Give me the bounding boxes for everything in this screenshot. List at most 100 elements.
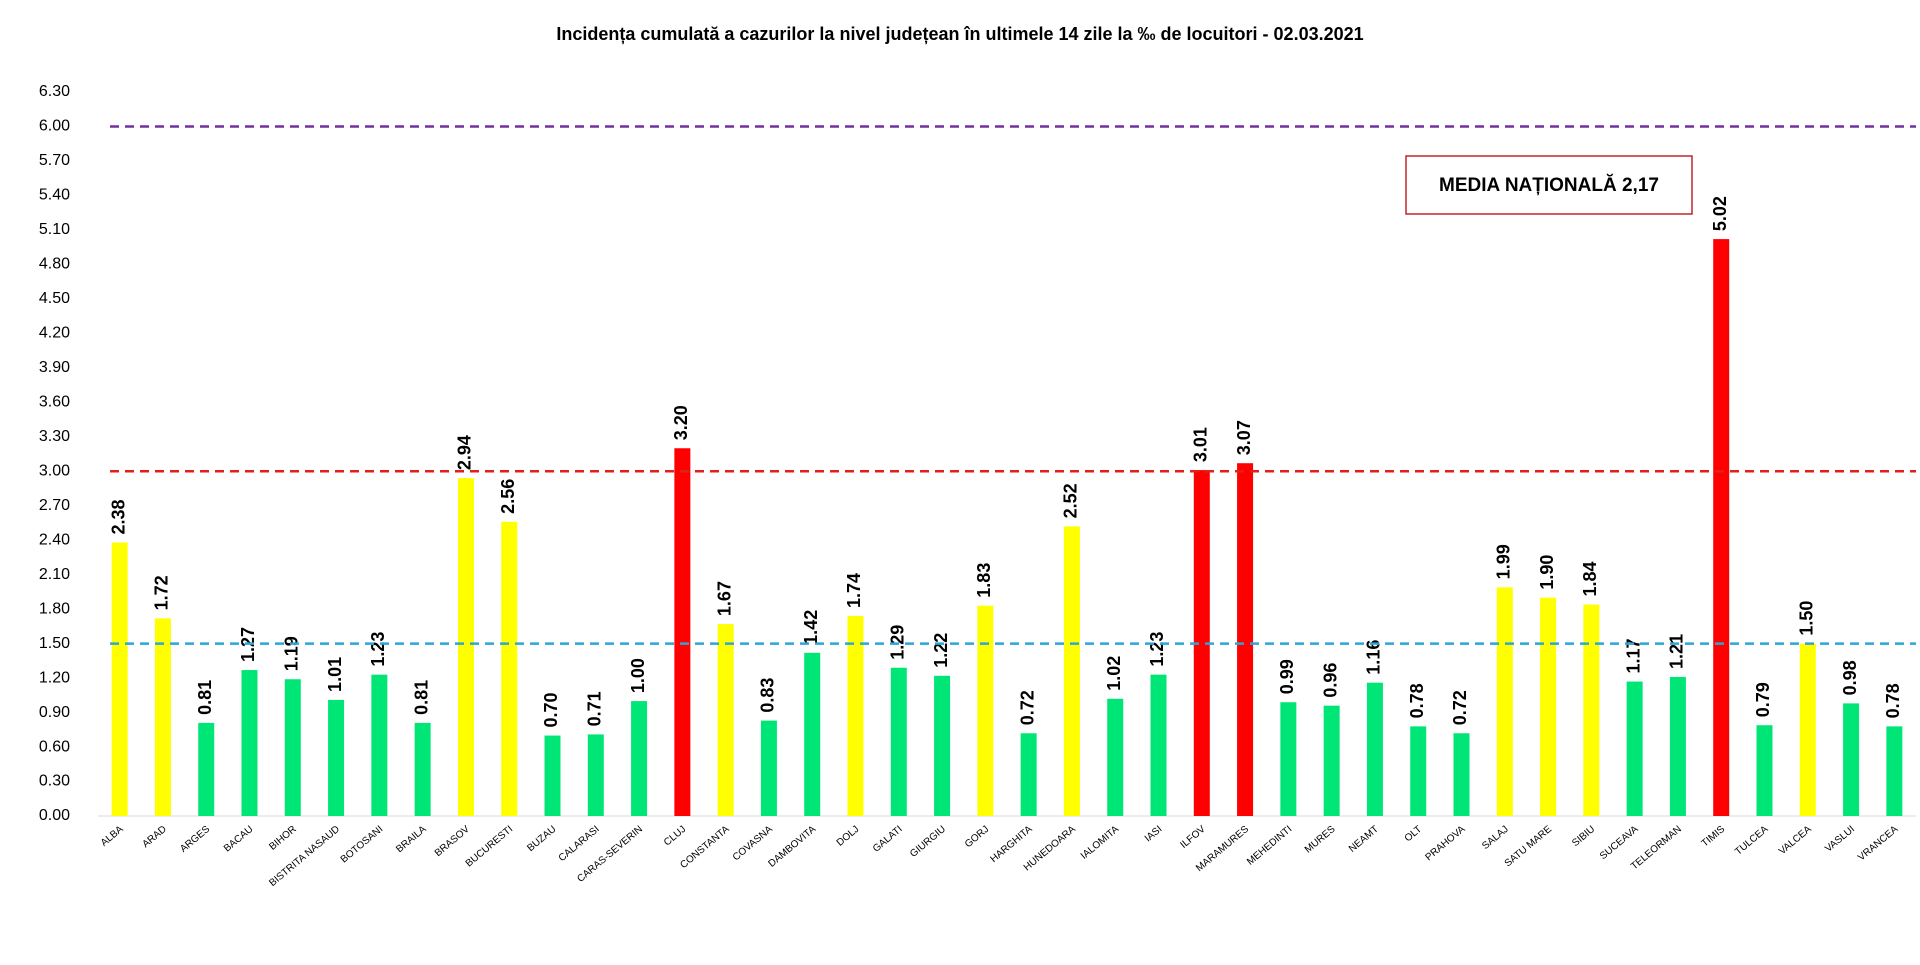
value-label: 1.84: [1580, 561, 1600, 596]
x-tick-label: MURES: [1303, 824, 1338, 856]
annotation: MEDIA NAȚIONALĂ 2,17: [1439, 174, 1659, 196]
value-label: 1.19: [282, 636, 302, 671]
y-tick-label: 3.60: [39, 394, 70, 411]
bar: [241, 670, 258, 816]
value-label: 0.83: [758, 678, 778, 713]
bar: [1150, 674, 1167, 816]
x-tick-label: MEHEDINTI: [1245, 824, 1294, 868]
x-tick-label: BIHOR: [267, 824, 298, 853]
x-tick-label: BRASOV: [433, 824, 472, 859]
x-tick-label: SALAJ: [1480, 824, 1510, 852]
x-tick-label: COVASNA: [731, 824, 775, 864]
bar: [1323, 705, 1340, 816]
value-label: 0.70: [541, 693, 561, 728]
bar: [1107, 698, 1124, 816]
x-tick-label: ILFOV: [1179, 824, 1208, 851]
x-tick-label: BUCURESTI: [464, 824, 515, 870]
value-label: 1.01: [325, 657, 345, 692]
value-label: 1.42: [801, 610, 821, 645]
value-label: 1.00: [628, 658, 648, 693]
bar: [1063, 526, 1080, 816]
bar: [804, 652, 821, 816]
bar: [328, 699, 345, 816]
bar: [1799, 643, 1816, 816]
y-tick-label: 0.90: [39, 704, 70, 721]
bar: [631, 701, 648, 816]
value-label: 1.21: [1667, 634, 1687, 669]
bar: [587, 734, 604, 816]
chart-title: Incidența cumulată a cazurilor la nivel …: [556, 24, 1363, 44]
x-tick-label: BUZAU: [525, 824, 558, 854]
y-tick-label: 4.50: [39, 290, 70, 307]
value-label: 0.71: [585, 691, 605, 726]
x-tick-label: GALATI: [871, 824, 905, 855]
x-tick-label: BACAU: [222, 824, 255, 855]
y-tick-label: 5.10: [39, 221, 70, 238]
bar: [414, 722, 431, 816]
x-tick-label: DOLJ: [835, 824, 862, 849]
bar: [154, 618, 171, 816]
x-tick-label: VALCEA: [1777, 824, 1814, 858]
x-tick-label: SUCEAVA: [1598, 824, 1641, 862]
value-label: 5.02: [1710, 196, 1730, 231]
value-label: 1.17: [1623, 638, 1643, 673]
y-tick-label: 3.30: [39, 428, 70, 445]
value-label: 0.78: [1407, 683, 1427, 718]
value-label: 1.22: [931, 633, 951, 668]
bar: [1626, 681, 1643, 816]
value-label: 1.83: [974, 563, 994, 598]
value-label: 2.52: [1061, 483, 1081, 518]
y-tick-label: 0.60: [39, 738, 70, 755]
x-tick-label: IASI: [1143, 824, 1165, 845]
x-tick-label: ARAD: [140, 824, 168, 850]
bar: [1280, 702, 1297, 816]
value-label: 0.96: [1320, 663, 1340, 698]
y-tick-label: 4.80: [39, 256, 70, 273]
bar: [1366, 682, 1383, 816]
value-label: 2.38: [108, 499, 128, 534]
bar: [1496, 587, 1513, 816]
value-label: 3.20: [671, 405, 691, 440]
value-label: 1.74: [844, 573, 864, 608]
bar: [457, 478, 474, 816]
bar: [977, 605, 994, 816]
value-label: 0.79: [1753, 682, 1773, 717]
y-tick-label: 2.40: [39, 531, 70, 548]
bar: [544, 735, 561, 816]
bar: [1453, 733, 1470, 816]
value-label: 1.50: [1797, 601, 1817, 636]
bar: [284, 679, 301, 816]
y-tick-label: 1.20: [39, 669, 70, 686]
bar: [1540, 597, 1557, 816]
x-tick-label: TIMIS: [1700, 824, 1728, 850]
x-tick-label: DAMBOVITA: [767, 824, 819, 870]
bar: [1886, 726, 1903, 816]
value-label: 2.94: [455, 435, 475, 470]
x-tick-label: SIBIU: [1570, 824, 1597, 849]
bar: [1410, 726, 1427, 816]
x-tick-label: SATU MARE: [1503, 824, 1554, 870]
bar: [890, 667, 907, 816]
x-tick-label: BRAILA: [394, 824, 429, 856]
bar: [934, 675, 951, 816]
x-tick-label: OLT: [1403, 824, 1424, 844]
x-tick-label: GIURGIU: [908, 824, 948, 860]
bar: [674, 448, 691, 816]
bar: [1237, 463, 1254, 816]
y-tick-label: 3.00: [39, 462, 70, 479]
bar: [847, 616, 864, 816]
y-tick-label: 2.10: [39, 566, 70, 583]
bar: [760, 720, 777, 816]
value-label: 1.23: [1147, 632, 1167, 667]
bar: [1713, 239, 1730, 817]
value-label: 0.72: [1450, 690, 1470, 725]
annotation-box: [1405, 155, 1693, 215]
value-label: 1.16: [1364, 640, 1384, 675]
bar: [717, 624, 734, 816]
value-label: 1.23: [368, 632, 388, 667]
value-label: 1.29: [888, 625, 908, 660]
bar: [1583, 604, 1600, 816]
y-tick-label: 2.70: [39, 497, 70, 514]
y-tick-label: 5.70: [39, 152, 70, 169]
